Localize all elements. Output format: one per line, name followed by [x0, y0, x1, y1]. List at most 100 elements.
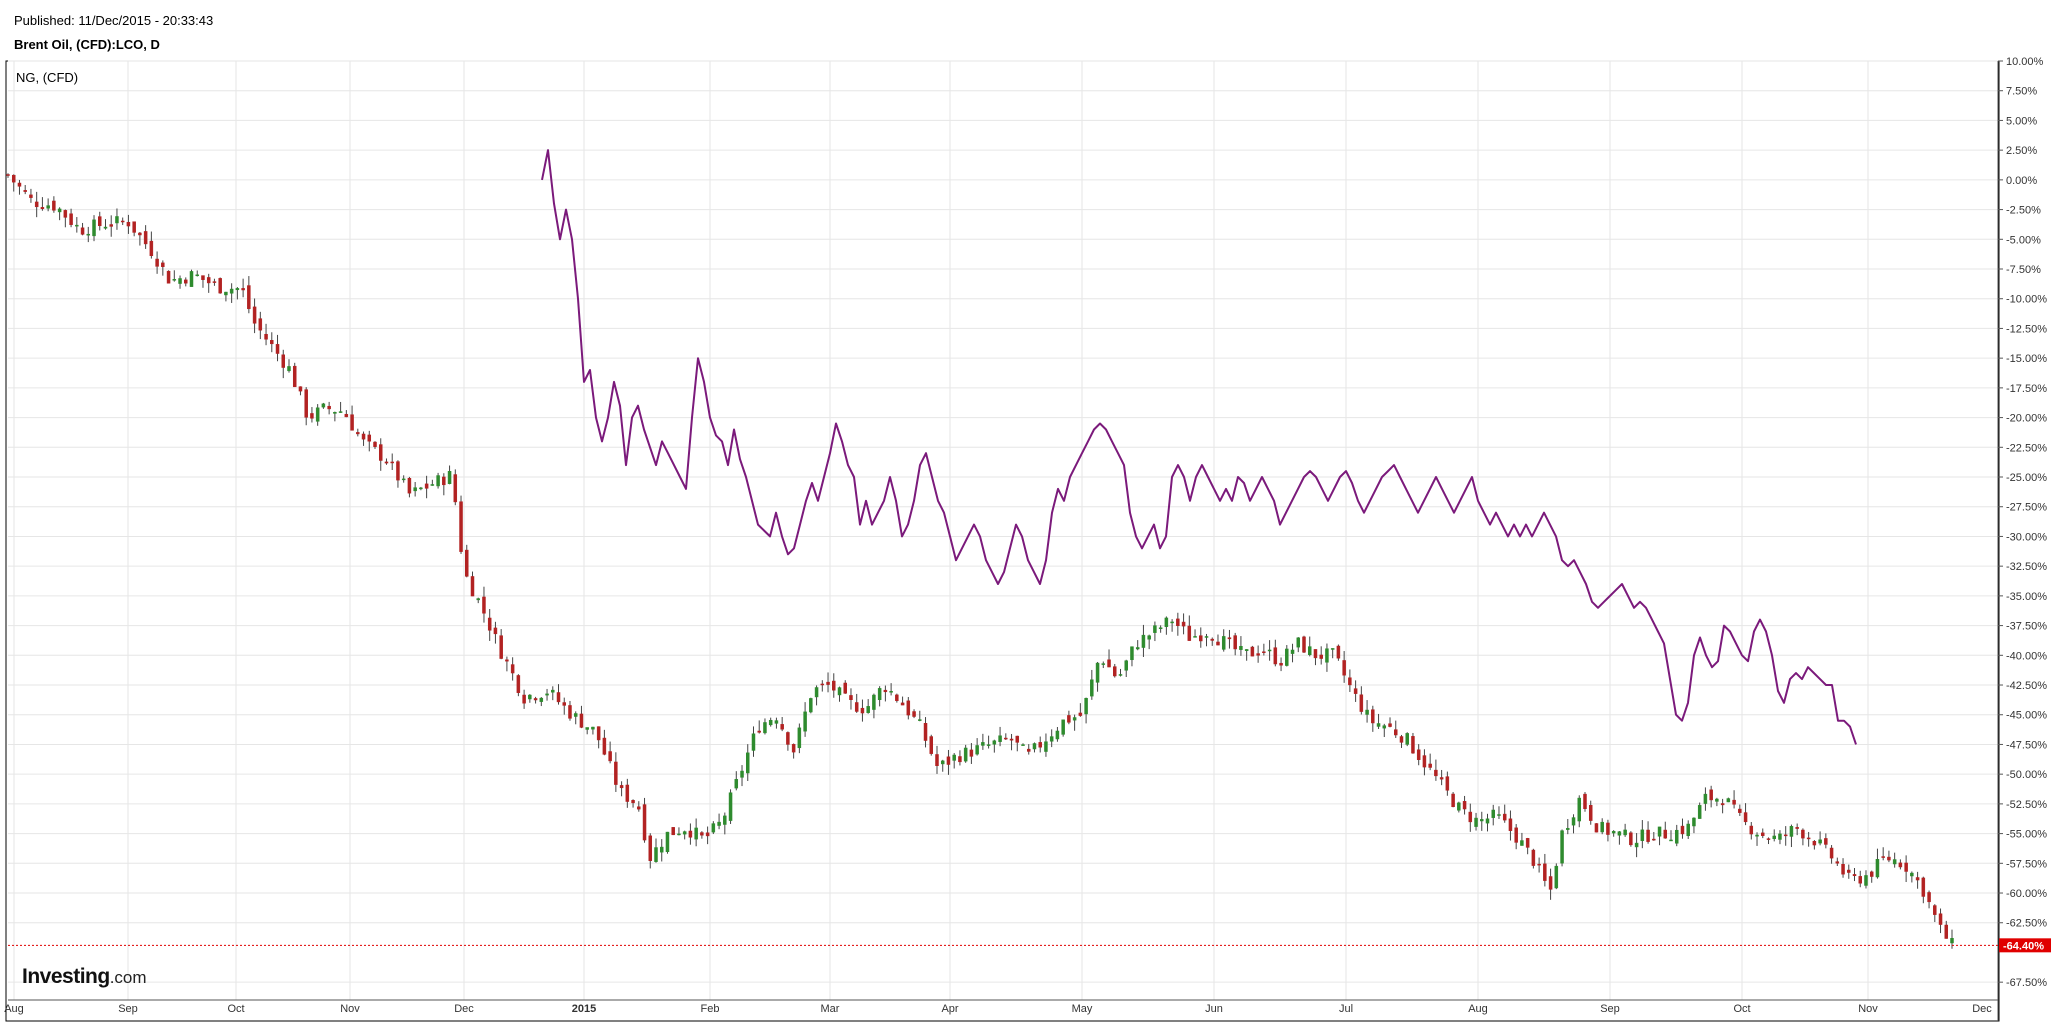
candle-body: [1462, 801, 1467, 810]
x-tick-label: Feb: [701, 1003, 720, 1015]
candle-body: [1749, 825, 1754, 835]
candle-body: [1468, 811, 1473, 823]
candle-body: [1824, 838, 1828, 845]
candle-body: [92, 219, 96, 237]
candle-body: [206, 277, 211, 284]
candle-body: [189, 271, 194, 287]
candle-body: [826, 681, 830, 685]
candle-body: [1044, 741, 1048, 752]
candle-body: [1216, 641, 1220, 646]
x-tick-label: Jun: [1205, 1003, 1223, 1015]
candle-body: [1485, 818, 1490, 824]
candle-body: [596, 726, 601, 741]
candle-body: [304, 389, 308, 418]
candle-body: [493, 627, 498, 635]
candle-body: [1812, 841, 1817, 846]
candle-body: [992, 740, 997, 745]
candle-body: [1652, 838, 1656, 841]
candle-body: [1285, 648, 1289, 666]
candle-body: [373, 441, 377, 447]
candle-body: [1004, 737, 1008, 740]
candle-body: [958, 756, 962, 763]
candle-body: [1669, 839, 1673, 842]
candle-body: [6, 174, 10, 176]
overlay-series-label: NG, (CFD): [16, 70, 79, 85]
candle-body: [292, 365, 297, 388]
candle-body: [1302, 636, 1306, 653]
candle-body: [1290, 649, 1295, 654]
candle-body: [505, 659, 509, 662]
candle-body: [1199, 635, 1203, 642]
candle-body: [1829, 847, 1834, 859]
candle-body: [378, 444, 383, 461]
candle-body: [849, 695, 853, 701]
candle-body: [350, 414, 354, 431]
candle-body: [1451, 793, 1455, 808]
candle-body: [310, 413, 314, 419]
candle-body: [998, 735, 1002, 742]
candle-body: [1617, 831, 1622, 836]
current-value-marker: -64.40%: [8, 938, 2051, 953]
candle-body: [1319, 654, 1323, 659]
candle-body: [573, 713, 578, 717]
candle-body: [1697, 805, 1702, 819]
candle-body: [1164, 617, 1169, 627]
candle-body: [1405, 733, 1409, 745]
candle-body: [1038, 742, 1042, 748]
candle-body: [940, 760, 945, 765]
candle-body: [384, 461, 389, 464]
candle-body: [459, 501, 463, 552]
candle-body: [562, 702, 566, 706]
candle-body: [1244, 649, 1249, 651]
x-tick-label: Apr: [941, 1003, 958, 1015]
candle-body: [1795, 827, 1799, 829]
candle-body: [1525, 838, 1530, 848]
candle-body: [1738, 808, 1742, 813]
candle-body: [981, 742, 985, 746]
y-tick-label: -17.50%: [2006, 383, 2047, 395]
candle-body: [1135, 647, 1140, 650]
candle-body: [803, 711, 807, 732]
grid-lines: [8, 60, 1998, 1000]
candle-body: [80, 227, 85, 235]
candle-body: [1915, 877, 1920, 881]
candle-body: [688, 830, 693, 838]
candle-body: [671, 827, 675, 836]
candle-body: [1852, 874, 1857, 877]
candle-body: [1181, 621, 1186, 627]
candle-body: [832, 680, 836, 691]
candle-body: [1520, 840, 1524, 846]
candle-body: [1543, 863, 1547, 881]
candle-body: [109, 224, 113, 227]
published-timestamp: Published: 11/Dec/2015 - 20:33:43: [14, 13, 214, 28]
y-tick-label: -52.50%: [2006, 799, 2047, 811]
y-tick-label: 5.00%: [2006, 115, 2037, 127]
candle-body: [75, 224, 79, 227]
current-value-label: -64.40%: [2003, 940, 2044, 952]
candle-body: [1709, 789, 1713, 801]
candle-body: [1204, 636, 1209, 638]
candle-body: [1325, 648, 1329, 663]
y-tick-label: -2.50%: [2006, 205, 2041, 217]
candle-body: [1881, 856, 1885, 858]
y-tick-label: -7.50%: [2006, 264, 2041, 276]
candle-body: [1554, 865, 1559, 889]
y-tick-label: -30.00%: [2006, 531, 2047, 543]
candle-body: [1445, 776, 1450, 791]
candle-body: [1221, 636, 1226, 650]
candle-body: [602, 737, 607, 755]
candle-body: [786, 732, 790, 745]
candle-body: [923, 723, 928, 741]
candle-body: [1107, 659, 1111, 668]
candle-body: [172, 279, 177, 281]
candle-body: [1950, 938, 1954, 944]
candle-body: [258, 318, 263, 331]
investing-logo[interactable]: Investing.com: [22, 965, 147, 989]
candle-body: [1933, 905, 1937, 915]
candle-body: [768, 719, 773, 726]
candle-body: [1611, 831, 1616, 834]
candle-body: [1474, 817, 1478, 827]
y-tick-label: -22.50%: [2006, 442, 2047, 454]
candle-body: [476, 598, 480, 601]
candle-body: [1801, 829, 1805, 839]
